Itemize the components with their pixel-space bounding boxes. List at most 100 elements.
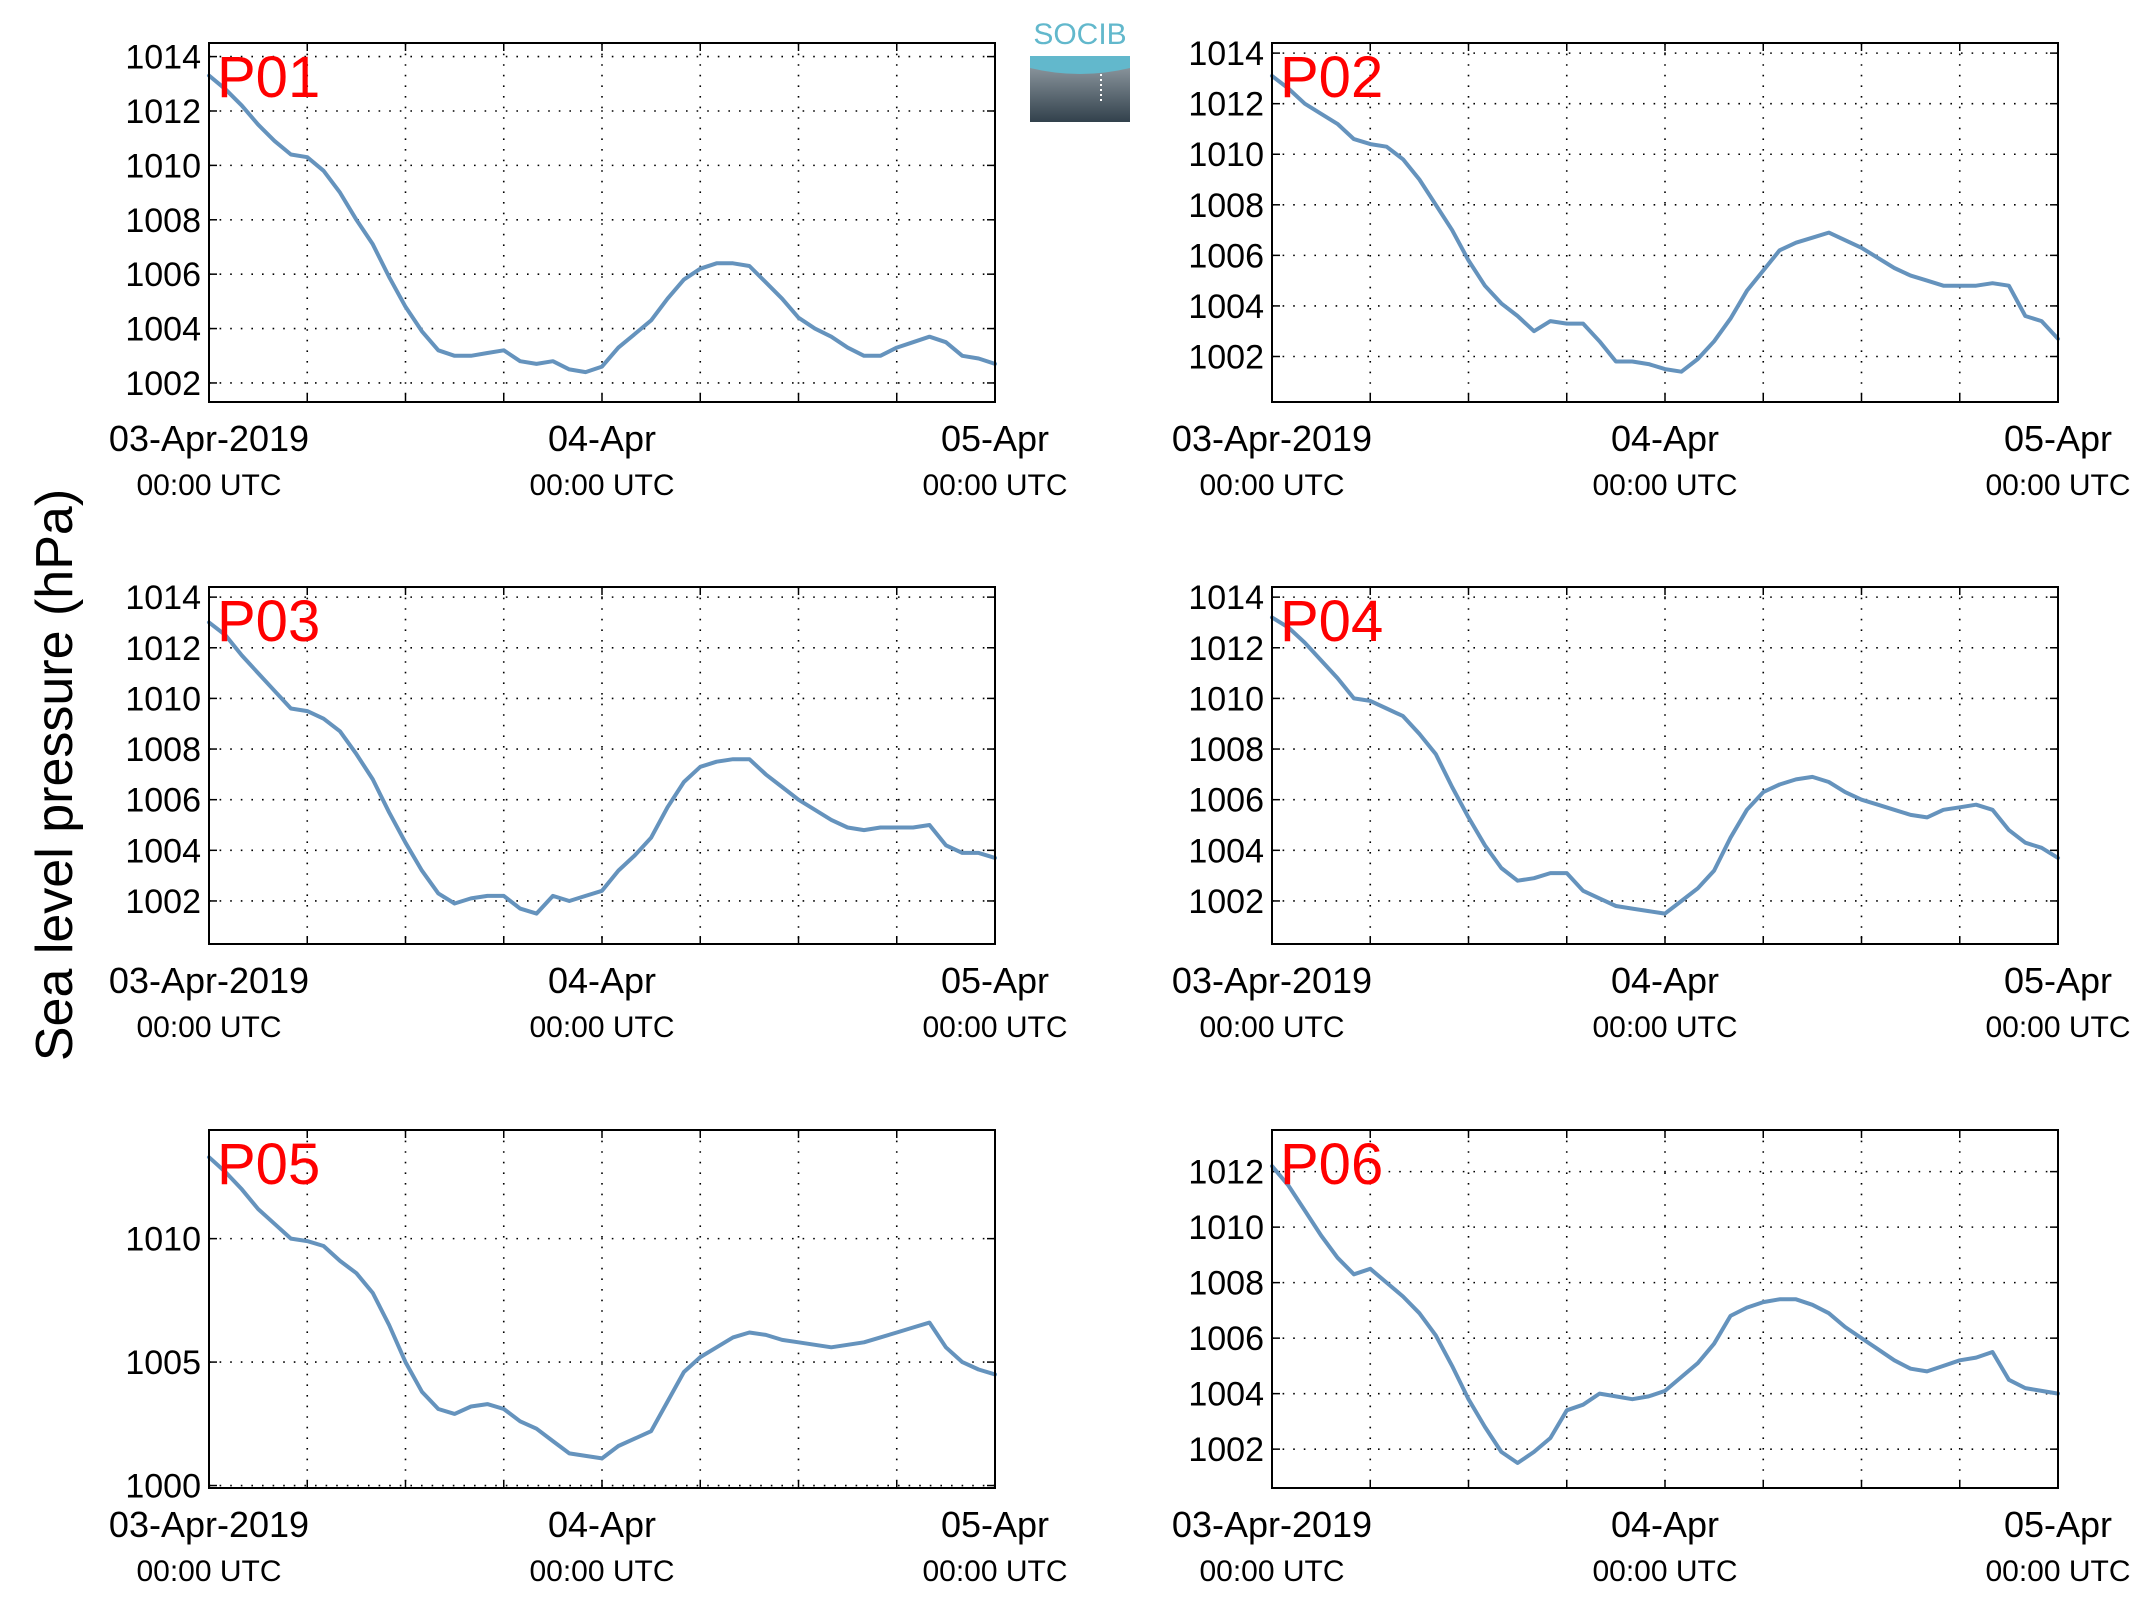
y-tick-label: 1012 [125,630,201,668]
y-tick-label: 1006 [125,256,201,294]
x-tick-label-date: 03-Apr-2019 [109,1504,309,1545]
pressure-series-line [207,620,997,916]
pressure-series-line [1270,615,2060,916]
x-tick-label-date: 03-Apr-2019 [1172,418,1372,459]
x-tick-label-date: 03-Apr-2019 [1172,1504,1372,1545]
x-tick-label-date: 05-Apr [941,1504,1049,1545]
figure-ylabel: Sea level pressure (hPa) [26,489,84,1061]
x-tick-label-time: 00:00 UTC [1985,1011,2130,1044]
panel-p05: 1000 1005 1010 03-Apr-2019 00:00 UTC 04-Apr 00… [109,1129,1068,1588]
y-tick-label: 1004 [125,832,201,870]
panel-p06: 1002 1004 1006 1008 1010 1012 03-Apr-2019 00:00… [1172,1129,2131,1588]
panel-p01: 1002 1004 1006 1008 1010 1012 1014 03-Apr-2019 0… [109,39,1068,502]
y-tick-label: 1004 [125,311,201,349]
x-tick-label-date: 05-Apr [941,418,1049,459]
plot-frame [208,42,996,403]
y-tick-label: 1005 [125,1344,201,1382]
plot-frame [1271,42,2059,403]
y-tick-label: 1010 [1188,136,1264,174]
y-tick-label: 1002 [125,883,201,921]
y-tick-label: 1010 [125,147,201,185]
y-tick-label: 1014 [125,579,201,617]
y-tick-label: 1012 [1188,630,1264,668]
y-tick-label: 1002 [1188,883,1264,921]
x-tick-label-time: 00:00 UTC [136,1011,281,1044]
panel-p02: 1002 1004 1006 1008 1010 1012 1014 03-Apr-2019 0… [1172,35,2131,502]
y-tick-label: 1012 [1188,86,1264,124]
socib-logo: SOCIB [1030,18,1130,122]
y-tick-label: 1004 [1188,1376,1264,1414]
y-tick-label: 1002 [1188,338,1264,376]
x-tick-label-date: 04-Apr [548,1504,656,1545]
x-tick-label-time: 00:00 UTC [1199,1555,1344,1588]
y-tick-label: 1006 [1188,782,1264,820]
logo-text: SOCIB [1033,18,1126,51]
x-tick-label-date: 05-Apr [2004,418,2112,459]
x-tick-label-date: 04-Apr [1611,418,1719,459]
plot-area [209,43,995,402]
y-tick-label: 1004 [1188,288,1264,326]
pressure-series-line [207,1155,997,1461]
y-tick-label: 1000 [125,1468,201,1506]
x-tick-label-date: 04-Apr [1611,960,1719,1001]
x-tick-label-time: 00:00 UTC [1985,1555,2130,1588]
x-tick-label-date: 05-Apr [2004,960,2112,1001]
x-tick-label-date: 05-Apr [941,960,1049,1001]
panel-label: P02 [1280,45,1383,110]
x-tick-label-date: 03-Apr-2019 [1172,960,1372,1001]
y-tick-label: 1012 [1188,1154,1264,1192]
y-tick-label: 1014 [125,39,201,77]
plot-area [1272,43,2058,402]
panel-label: P04 [1280,589,1383,654]
x-tick-label-date: 04-Apr [548,960,656,1001]
panels: 1002 1004 1006 1008 1010 1012 1014 03-Apr-2019 0… [109,35,2131,1588]
y-tick-label: 1014 [1188,35,1264,73]
panel-label: P06 [1280,1132,1383,1197]
x-tick-label-date: 05-Apr [2004,1504,2112,1545]
y-tick-label: 1006 [1188,1320,1264,1358]
x-tick-label-time: 00:00 UTC [1592,1555,1737,1588]
y-tick-label: 1008 [1188,1265,1264,1303]
x-tick-label-time: 00:00 UTC [922,469,1067,502]
x-tick-label-date: 04-Apr [548,418,656,459]
y-tick-label: 1008 [125,202,201,240]
y-tick-label: 1006 [125,782,201,820]
pressure-series-line [1270,73,2060,374]
y-tick-label: 1010 [125,1221,201,1259]
y-tick-label: 1010 [1188,680,1264,718]
y-tick-label: 1014 [1188,579,1264,617]
x-tick-label-time: 00:00 UTC [1985,469,2130,502]
x-tick-label-date: 03-Apr-2019 [109,418,309,459]
x-tick-label-date: 04-Apr [1611,1504,1719,1545]
y-tick-label: 1006 [1188,237,1264,275]
panel-p03: 1002 1004 1006 1008 1010 1012 1014 03-Apr-2019 0… [109,579,1068,1044]
panel-label: P03 [217,589,320,654]
x-tick-label-time: 00:00 UTC [529,1011,674,1044]
plot-frame [208,1129,996,1489]
x-tick-label-time: 00:00 UTC [136,469,281,502]
y-tick-label: 1008 [1188,187,1264,225]
x-tick-label-time: 00:00 UTC [529,1555,674,1588]
panel-label: P01 [217,45,320,110]
x-tick-label-time: 00:00 UTC [1199,469,1344,502]
panel-label: P05 [217,1132,320,1197]
y-tick-label: 1008 [1188,731,1264,769]
y-tick-label: 1008 [125,731,201,769]
x-tick-label-time: 00:00 UTC [922,1555,1067,1588]
y-tick-label: 1004 [1188,832,1264,870]
plot-frame [208,586,996,945]
y-tick-label: 1002 [125,365,201,403]
x-tick-label-time: 00:00 UTC [1592,1011,1737,1044]
pressure-series-line [207,73,997,375]
pressure-series-line [1270,1164,2060,1465]
y-tick-label: 1012 [125,93,201,131]
x-tick-label-time: 00:00 UTC [1592,469,1737,502]
x-tick-label-time: 00:00 UTC [922,1011,1067,1044]
y-tick-label: 1010 [125,680,201,718]
y-tick-label: 1010 [1188,1209,1264,1247]
plot-frame [1271,1129,2059,1489]
x-tick-label-time: 00:00 UTC [136,1555,281,1588]
plot-frame [1271,586,2059,945]
x-tick-label-date: 03-Apr-2019 [109,960,309,1001]
